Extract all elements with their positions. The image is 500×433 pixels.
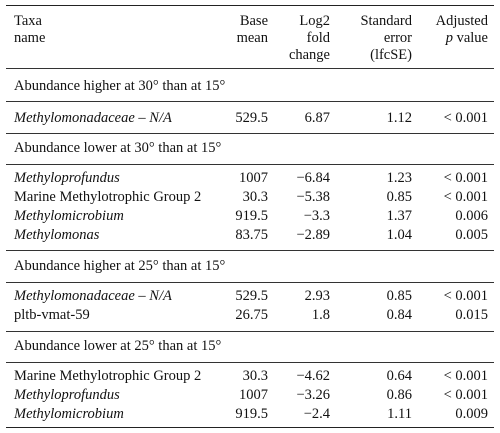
row-base-mean: 919.5 xyxy=(235,406,268,422)
header-taxa-line2: name xyxy=(14,30,46,46)
header-adjusted-p: Adjusted p value xyxy=(436,13,488,47)
row-se: 0.85 xyxy=(386,288,412,304)
section-rule xyxy=(6,133,494,134)
row-taxa: Methylomonadaceae – N/A xyxy=(14,110,172,126)
header-p-symbol: p xyxy=(445,30,453,46)
header-taxa: Taxa name xyxy=(14,13,45,47)
section-rule xyxy=(6,282,494,283)
row-log2: −3.26 xyxy=(296,387,330,403)
row-taxa: Marine Methylotrophic Group 2 xyxy=(14,368,202,384)
row-se: 1.11 xyxy=(387,406,412,422)
row-log2: −3.3 xyxy=(303,208,330,224)
row-log2: 6.87 xyxy=(304,110,330,126)
row-p: < 0.001 xyxy=(443,288,488,304)
section-rule xyxy=(6,250,494,251)
row-taxa: Methylomonadaceae – N/A xyxy=(14,288,172,304)
row-p: < 0.001 xyxy=(443,368,488,384)
header-log2: Log2 fold change xyxy=(289,13,330,64)
row-se: 1.04 xyxy=(386,227,412,243)
header-se-line1: Standard xyxy=(360,13,412,29)
row-log2: −4.62 xyxy=(296,368,330,384)
row-base-mean: 1007 xyxy=(239,170,268,186)
row-p: < 0.001 xyxy=(443,110,488,126)
row-se: 1.37 xyxy=(386,208,412,224)
row-base-mean: 919.5 xyxy=(235,208,268,224)
row-se: 1.23 xyxy=(386,170,412,186)
row-p: 0.006 xyxy=(455,208,488,224)
row-log2: −5.38 xyxy=(296,189,330,205)
row-p: < 0.001 xyxy=(443,387,488,403)
row-se: 0.84 xyxy=(386,307,412,323)
row-taxa: Methyloprofundus xyxy=(14,170,120,186)
header-base-mean-line2: mean xyxy=(236,30,268,46)
row-base-mean: 30.3 xyxy=(242,189,268,205)
bottom-rule xyxy=(6,427,494,428)
header-se-line3: (lfcSE) xyxy=(370,47,412,63)
row-se: 0.64 xyxy=(386,368,412,384)
row-se: 0.86 xyxy=(386,387,412,403)
section-title: Abundance higher at 25° than at 15° xyxy=(14,258,226,274)
section-title: Abundance lower at 30° than at 15° xyxy=(14,140,222,156)
row-log2: −6.84 xyxy=(296,170,330,186)
header-rule xyxy=(6,68,494,69)
header-taxa-line1: Taxa xyxy=(14,13,42,29)
row-log2: 1.8 xyxy=(311,307,330,323)
header-value-word: value xyxy=(456,30,488,46)
row-se: 0.85 xyxy=(386,189,412,205)
section-rule xyxy=(6,164,494,165)
header-base-mean: Base mean xyxy=(237,13,268,47)
row-log2: 2.93 xyxy=(304,288,330,304)
row-taxa: Methylomicrobium xyxy=(14,406,124,422)
top-rule xyxy=(6,5,494,6)
header-se: Standard error (lfcSE) xyxy=(360,13,412,64)
section-rule xyxy=(6,331,494,332)
header-log2-line1: Log2 xyxy=(299,13,330,29)
header-log2-line2: fold xyxy=(306,30,330,46)
row-base-mean: 529.5 xyxy=(235,288,268,304)
row-taxa: Methyloprofundus xyxy=(14,387,120,403)
header-log2-line3: change xyxy=(288,47,330,63)
row-p: 0.009 xyxy=(455,406,488,422)
row-log2: −2.4 xyxy=(303,406,330,422)
row-log2: −2.89 xyxy=(296,227,330,243)
section-rule xyxy=(6,101,494,102)
row-p: < 0.001 xyxy=(443,189,488,205)
header-base-mean-line1: Base xyxy=(239,13,268,29)
row-base-mean: 83.75 xyxy=(235,227,268,243)
header-adjusted-line2: p value xyxy=(436,30,488,47)
row-base-mean: 529.5 xyxy=(235,110,268,126)
row-base-mean: 30.3 xyxy=(242,368,268,384)
row-taxa: Methylomonas xyxy=(14,227,100,243)
row-se: 1.12 xyxy=(386,110,412,126)
row-p: < 0.001 xyxy=(443,170,488,186)
row-p: 0.005 xyxy=(455,227,488,243)
row-base-mean: 26.75 xyxy=(235,307,268,323)
section-title: Abundance higher at 30° than at 15° xyxy=(14,78,226,94)
row-base-mean: 1007 xyxy=(239,387,268,403)
header-adjusted-line1: Adjusted xyxy=(435,13,488,29)
row-p: 0.015 xyxy=(455,307,488,323)
section-rule xyxy=(6,362,494,363)
row-taxa: pltb-vmat-59 xyxy=(14,307,90,323)
header-se-line2: error xyxy=(383,30,412,46)
row-taxa: Methylomicrobium xyxy=(14,208,124,224)
row-taxa: Marine Methylotrophic Group 2 xyxy=(14,189,202,205)
section-title: Abundance lower at 25° than at 15° xyxy=(14,338,222,354)
